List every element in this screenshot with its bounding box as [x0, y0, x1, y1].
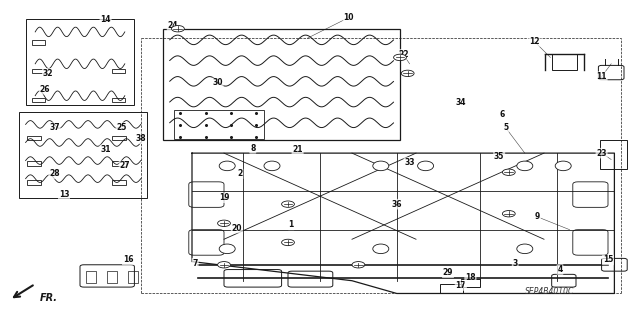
Text: 23: 23 — [596, 149, 607, 158]
Text: 33: 33 — [404, 158, 415, 167]
Text: 20: 20 — [232, 224, 242, 233]
Circle shape — [218, 220, 230, 226]
Text: 9: 9 — [535, 212, 540, 221]
Bar — [174, 110, 264, 139]
Bar — [112, 161, 126, 166]
Text: 32: 32 — [43, 69, 53, 78]
Bar — [112, 136, 126, 140]
Text: 5: 5 — [503, 123, 508, 132]
Ellipse shape — [372, 244, 388, 254]
Text: 36: 36 — [392, 200, 402, 209]
Bar — [112, 98, 125, 102]
Text: 37: 37 — [49, 123, 60, 132]
Text: 27: 27 — [120, 161, 130, 170]
Text: 14: 14 — [100, 15, 111, 24]
Circle shape — [352, 262, 365, 268]
Text: 28: 28 — [49, 169, 60, 178]
Bar — [32, 98, 45, 102]
Text: 26: 26 — [40, 85, 50, 94]
Ellipse shape — [517, 244, 532, 254]
Ellipse shape — [219, 161, 236, 171]
Text: 1: 1 — [289, 220, 294, 229]
Circle shape — [218, 262, 230, 268]
Ellipse shape — [556, 161, 572, 171]
Text: 6: 6 — [500, 110, 505, 119]
Text: 13: 13 — [59, 190, 69, 199]
Text: 4: 4 — [557, 265, 563, 274]
Text: 2: 2 — [237, 169, 243, 178]
Bar — [461, 279, 480, 287]
Text: 12: 12 — [529, 37, 540, 46]
Circle shape — [502, 211, 515, 217]
Ellipse shape — [264, 161, 280, 171]
Text: FR.: FR. — [40, 293, 58, 303]
Bar — [32, 69, 45, 73]
Circle shape — [282, 239, 294, 246]
Text: 18: 18 — [465, 273, 476, 282]
Text: 31: 31 — [100, 145, 111, 154]
Bar — [27, 180, 41, 185]
Bar — [128, 271, 138, 283]
Text: 19: 19 — [219, 193, 229, 202]
Text: 16: 16 — [123, 256, 133, 264]
Bar — [112, 69, 125, 73]
Bar — [86, 271, 96, 283]
Ellipse shape — [418, 161, 434, 171]
Text: 34: 34 — [456, 98, 466, 107]
Bar — [112, 180, 126, 185]
Ellipse shape — [372, 161, 388, 171]
Circle shape — [394, 54, 406, 61]
Circle shape — [401, 70, 414, 77]
Ellipse shape — [219, 244, 236, 254]
Text: SEP4B4010C: SEP4B4010C — [525, 287, 574, 296]
Text: 8: 8 — [250, 144, 255, 153]
Bar — [32, 40, 45, 45]
Bar — [163, 29, 400, 140]
Text: 7: 7 — [193, 259, 198, 268]
Bar — [26, 19, 134, 105]
Circle shape — [502, 169, 515, 175]
Bar — [27, 161, 41, 166]
Ellipse shape — [517, 161, 532, 171]
Text: 11: 11 — [596, 72, 607, 81]
Text: 29: 29 — [443, 268, 453, 277]
Bar — [600, 140, 627, 169]
Text: 3: 3 — [513, 259, 518, 268]
Text: 21: 21 — [292, 145, 303, 154]
Circle shape — [172, 26, 184, 32]
Text: 10: 10 — [344, 13, 354, 22]
Bar — [108, 271, 116, 283]
Bar — [27, 136, 41, 140]
Text: 24: 24 — [168, 21, 178, 30]
Bar — [552, 54, 577, 70]
Circle shape — [282, 201, 294, 207]
Text: 15: 15 — [603, 256, 613, 264]
Text: 25: 25 — [116, 123, 127, 132]
Text: 30: 30 — [212, 78, 223, 87]
Text: 35: 35 — [494, 152, 504, 161]
Text: 38: 38 — [136, 134, 146, 143]
Text: 17: 17 — [456, 281, 466, 290]
Bar — [440, 284, 463, 293]
Text: 22: 22 — [398, 50, 408, 59]
Bar — [19, 112, 147, 198]
